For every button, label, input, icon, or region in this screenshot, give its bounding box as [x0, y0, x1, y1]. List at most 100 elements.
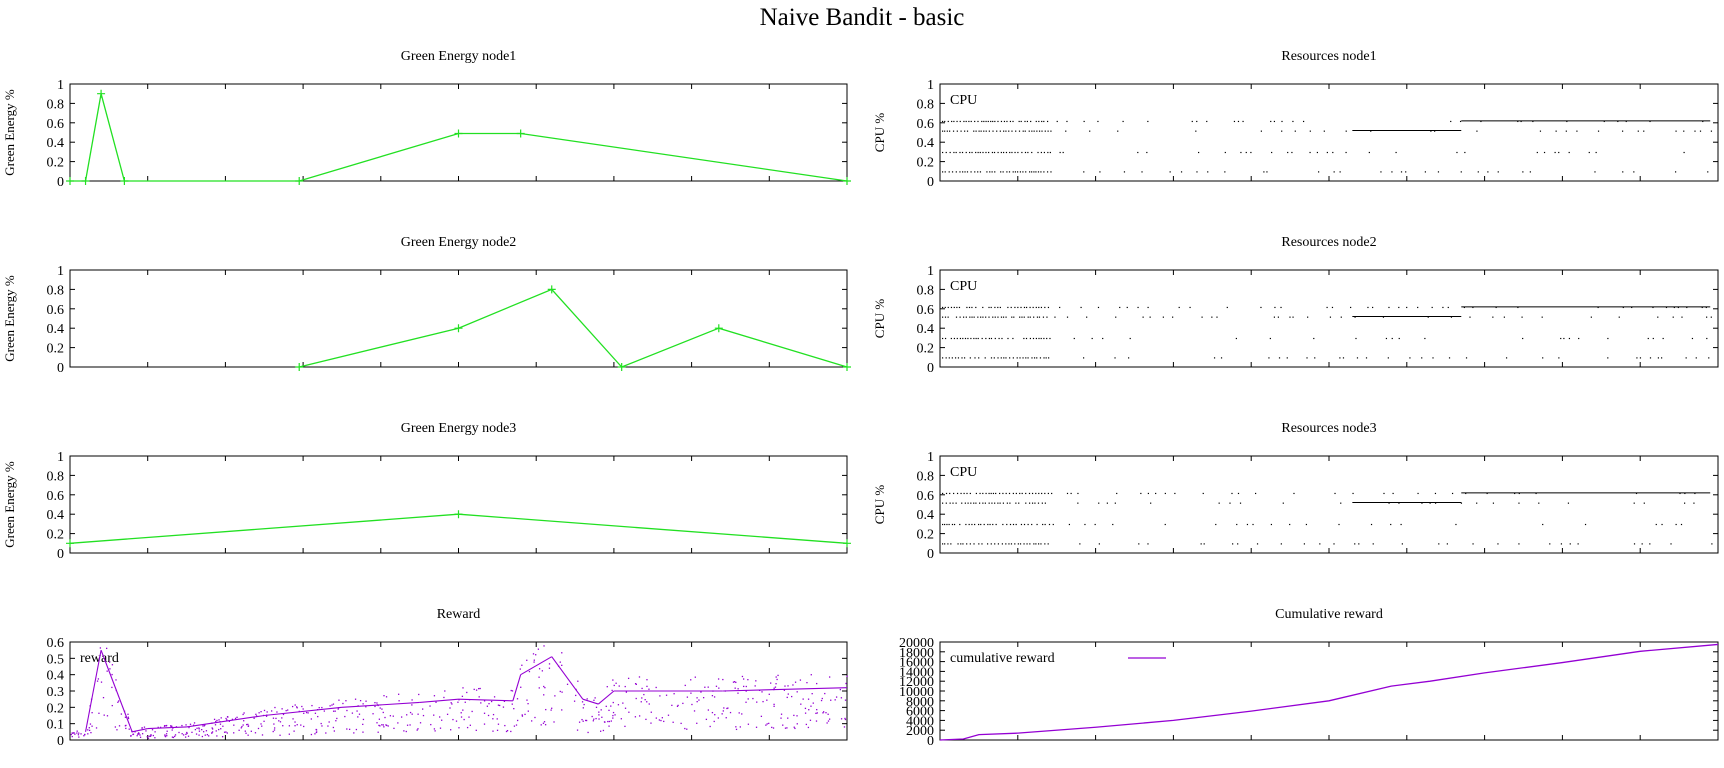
cpu-point: [1662, 337, 1664, 340]
reward-point: [338, 699, 340, 701]
cpu-point: [1497, 171, 1499, 173]
reward-point: [261, 725, 263, 727]
reward-point: [88, 727, 90, 729]
reward-point: [721, 713, 723, 715]
cpu-point: [944, 316, 947, 318]
cpu-point: [1046, 316, 1048, 318]
cpu-point: [1229, 502, 1231, 504]
reward-point: [717, 678, 720, 680]
cpu-point: [1147, 543, 1149, 545]
reward-point: [219, 723, 222, 725]
reward-point: [188, 726, 190, 729]
reward-point: [166, 730, 168, 732]
cpu-point: [942, 120, 944, 123]
cpu-point: [1040, 337, 1042, 340]
reward-point: [550, 709, 552, 711]
cpu-point: [960, 492, 962, 495]
series-point: [295, 177, 304, 185]
cpu-point: [1043, 120, 1045, 123]
reward-point: [602, 729, 605, 732]
cpu-point: [1305, 523, 1308, 526]
cpu-point: [955, 316, 958, 318]
reward-point: [263, 709, 266, 712]
reward-point: [108, 661, 111, 663]
reward-point: [771, 726, 773, 729]
cpu-point: [1382, 316, 1385, 318]
cpu-point: [993, 357, 995, 359]
reward-point: [296, 724, 298, 726]
series-line: [70, 93, 848, 182]
cpu-point: [1224, 171, 1226, 173]
reward-point: [543, 694, 545, 696]
cpu-point: [997, 543, 1000, 545]
reward-point: [816, 708, 818, 711]
cpu-point: [1114, 357, 1116, 359]
reward-point: [543, 645, 545, 647]
cpu-point: [1043, 357, 1045, 359]
reward-point: [496, 718, 498, 720]
cpu-point: [942, 316, 944, 318]
cpu-point: [964, 171, 966, 173]
y-tick-label: 18000: [899, 646, 934, 661]
cpu-point: [1390, 523, 1392, 526]
reward-point: [533, 661, 535, 663]
reward-point: [351, 712, 354, 714]
y-tick-label: 0: [927, 547, 934, 562]
y-tick-label: 0.8: [917, 469, 935, 484]
series-point: [454, 324, 463, 333]
reward-point: [332, 703, 335, 705]
reward-point: [532, 653, 535, 655]
reward-point: [139, 734, 141, 736]
reward-point: [247, 723, 249, 726]
reward-point: [348, 728, 351, 731]
cpu-point: [969, 543, 971, 545]
cpu-point: [1015, 130, 1017, 132]
reward-point: [201, 735, 204, 738]
cpu-point: [1702, 120, 1704, 123]
cpu-point: [962, 337, 964, 340]
reward-point: [325, 732, 327, 734]
reward-point: [336, 717, 338, 720]
reward-point: [684, 684, 686, 687]
reward-point: [301, 705, 303, 708]
y-tick-label: 0.6: [47, 489, 65, 504]
cpu-point: [1463, 306, 1466, 309]
cpu-point: [1293, 492, 1295, 495]
cpu-point: [1017, 151, 1019, 154]
reward-point: [116, 729, 118, 731]
reward-point: [263, 720, 265, 722]
reward-point: [328, 721, 330, 723]
cpu-point: [1005, 492, 1007, 495]
cpu-point: [956, 306, 958, 309]
cpu-point: [1313, 337, 1315, 340]
reward-point: [575, 694, 577, 697]
reward-point: [816, 712, 818, 714]
cpu-point: [1517, 306, 1519, 309]
cpu-point: [946, 130, 948, 132]
reward-point: [240, 727, 242, 729]
cpu-point: [964, 130, 966, 132]
cpu-point: [1019, 171, 1022, 173]
cpu-point: [994, 316, 996, 318]
cpu-point: [964, 337, 967, 340]
reward-point: [595, 717, 597, 720]
reward-point: [106, 647, 108, 650]
cpu-point: [1066, 316, 1069, 318]
cpu-point: [1398, 337, 1400, 340]
reward-point: [466, 691, 468, 694]
reward-point: [356, 710, 358, 712]
reward-point: [521, 714, 523, 716]
reward-point: [557, 665, 560, 667]
y-tick-label: 10000: [899, 685, 934, 700]
cpu-point: [1332, 151, 1334, 154]
reward-point: [655, 686, 657, 689]
reward-point: [422, 714, 425, 717]
reward-point: [593, 718, 595, 720]
figure-title: Naive Bandit - basic: [759, 4, 965, 31]
cpu-point: [1077, 492, 1079, 495]
plot-frame: [69, 269, 848, 368]
reward-point: [458, 727, 460, 729]
cpu-point: [1098, 502, 1100, 504]
reward-point: [362, 731, 364, 733]
reward-point: [827, 713, 829, 715]
